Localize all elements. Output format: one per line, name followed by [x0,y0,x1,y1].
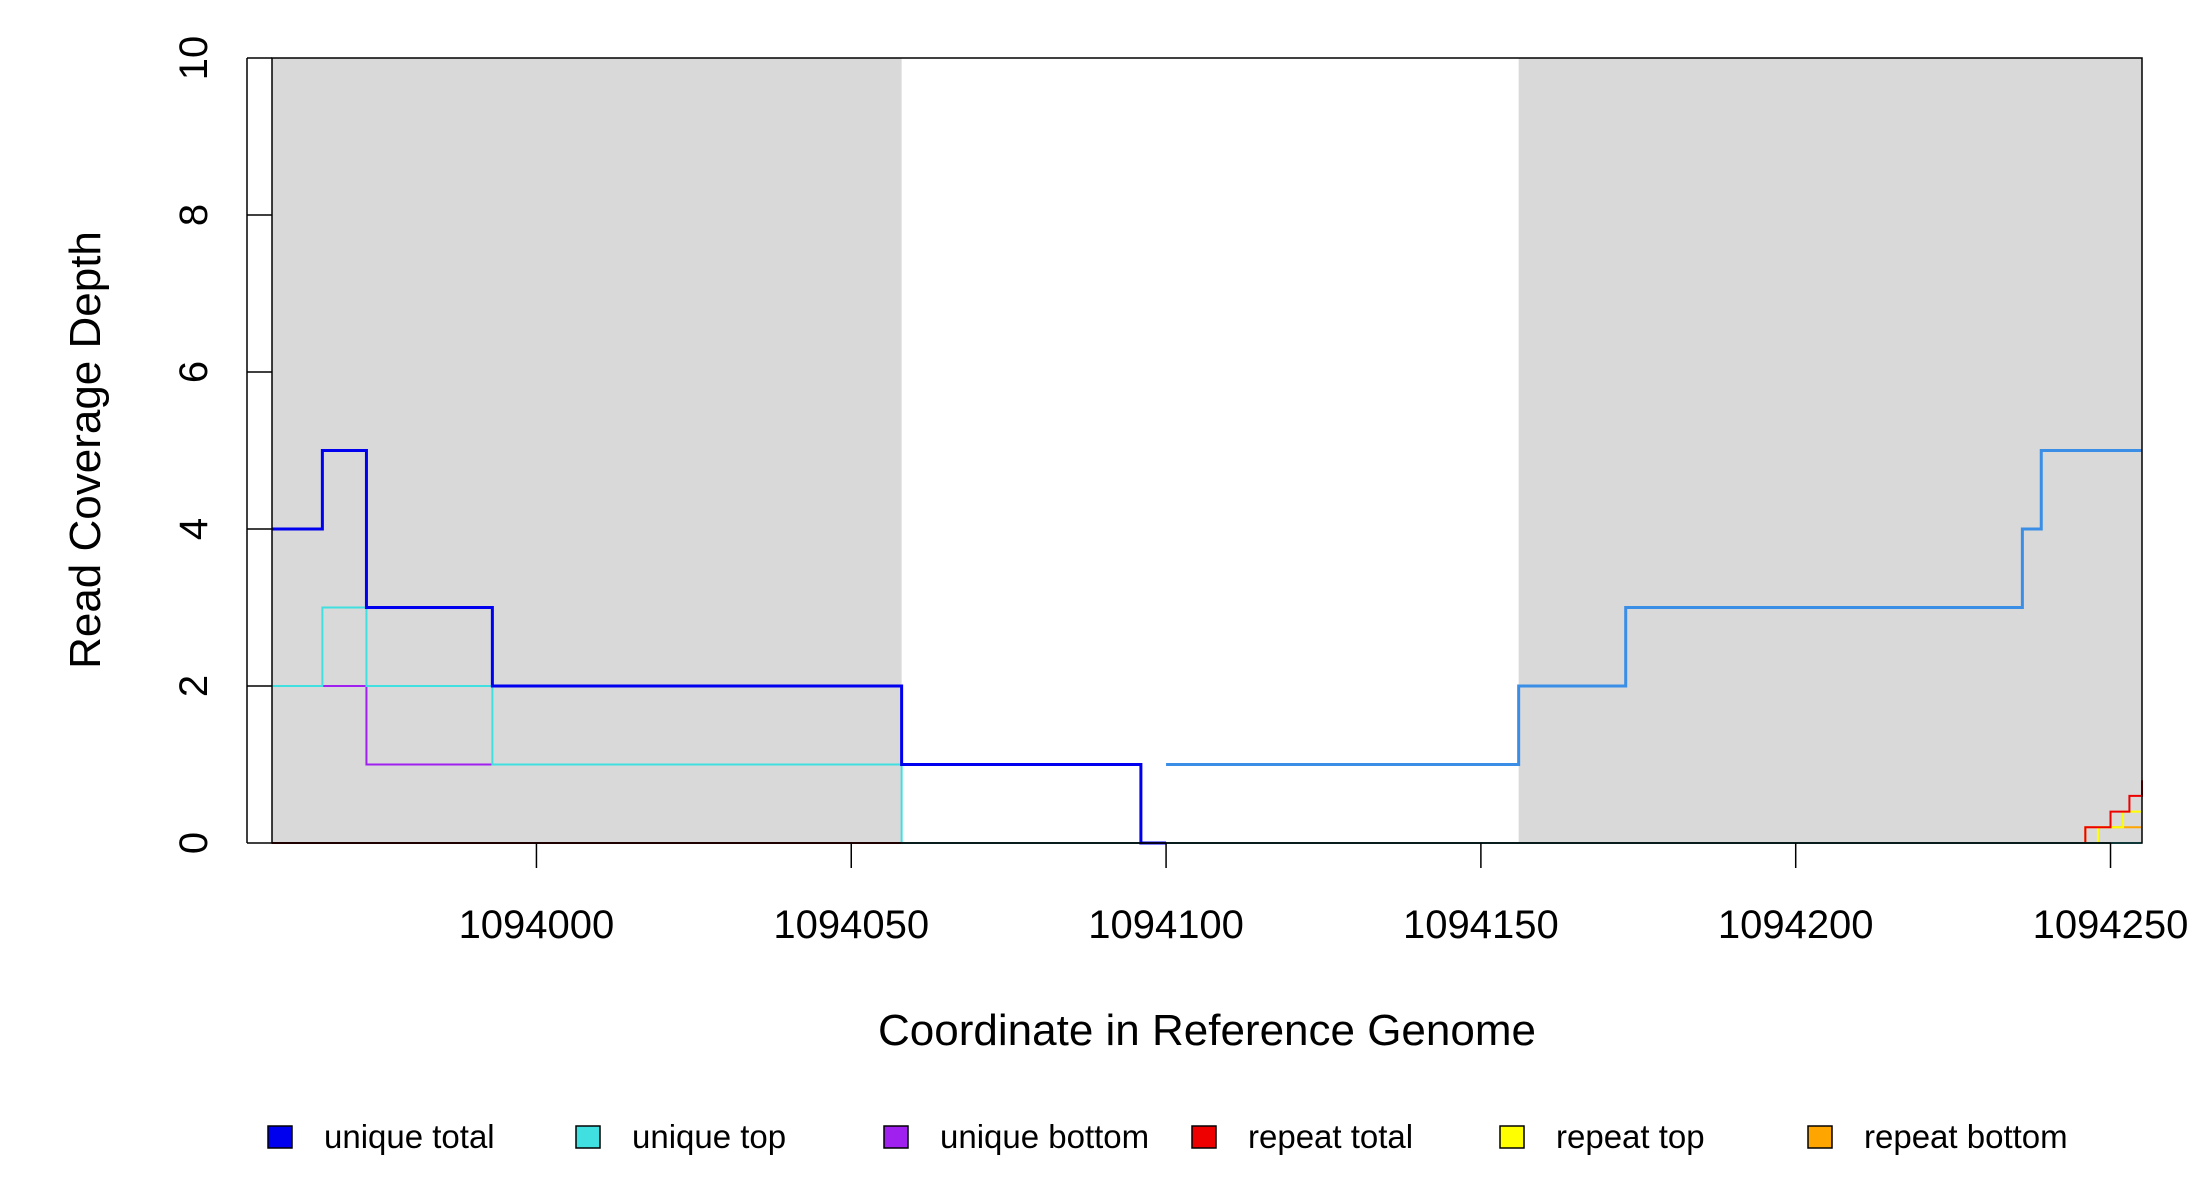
legend-label: unique bottom [940,1118,1149,1155]
legend-label: repeat top [1556,1118,1705,1155]
x-tick-label: 1094250 [2033,903,2189,947]
legend-swatch [576,1126,600,1148]
legend-swatch [1500,1126,1524,1148]
legend-swatch [1192,1126,1216,1148]
y-tick-label: 4 [172,518,216,540]
x-tick-label: 1094150 [1403,903,1559,947]
x-tick-label: 1094000 [459,903,615,947]
shaded-regions [272,58,2142,843]
x-tick-label: 1094050 [773,903,929,947]
x-axis: 1094000 1094050 1094100 1094150 1094200 10942… [272,843,2188,947]
x-axis-label: Coordinate in Reference Genome [878,1006,1536,1055]
legend-swatch [268,1126,292,1148]
y-tick-label: 2 [172,675,216,697]
y-tick-label: 6 [172,361,216,383]
legend: unique total unique top unique bottom repea… [268,1118,2068,1155]
y-axis-label: Read Coverage Depth [61,231,110,669]
y-tick-label: 0 [172,832,216,854]
legend-label: unique total [324,1118,495,1155]
legend-label: unique top [632,1118,786,1155]
y-axis: 0 2 4 6 8 10 [172,36,272,854]
legend-swatch [884,1126,908,1148]
legend-label: repeat total [1248,1118,1413,1155]
legend-label: repeat bottom [1864,1118,2068,1155]
legend-swatch [1808,1126,1832,1148]
y-tick-label: 10 [172,36,216,81]
x-tick-label: 1094100 [1088,903,1244,947]
x-tick-label: 1094200 [1718,903,1874,947]
y-tick-label: 8 [172,204,216,226]
